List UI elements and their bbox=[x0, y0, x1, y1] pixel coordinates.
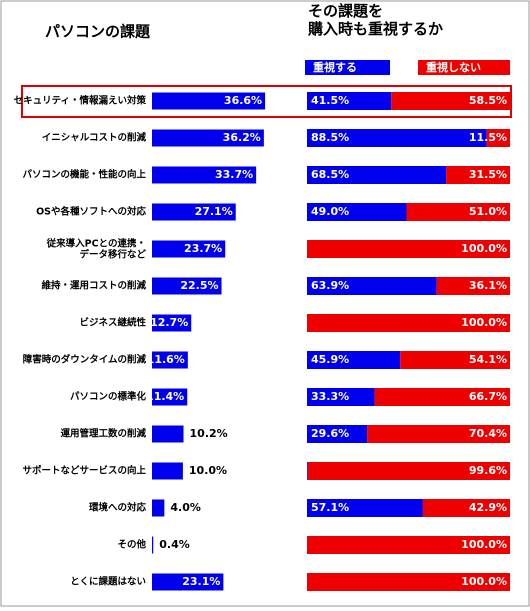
value-label: 36.6% bbox=[224, 94, 262, 107]
value-label: 45.9% bbox=[311, 353, 349, 366]
bar-segment bbox=[307, 499, 423, 517]
bar-segment bbox=[406, 203, 510, 221]
bar-segment bbox=[307, 388, 375, 406]
category-label: パソコンの標準化 bbox=[70, 391, 147, 403]
left-title: パソコンの課題 bbox=[45, 23, 151, 41]
value-label: 100.0% bbox=[461, 538, 507, 551]
bar-segment bbox=[307, 277, 437, 295]
value-label: 100.0% bbox=[461, 575, 507, 588]
category-label: ビジネス継続性 bbox=[79, 317, 146, 329]
value-label: 4.0% bbox=[170, 501, 201, 514]
category-label: 維持・運用コストの削減 bbox=[41, 280, 146, 292]
value-label: 10.2% bbox=[190, 427, 228, 440]
bar bbox=[152, 92, 266, 110]
value-label: 49.0% bbox=[311, 205, 349, 218]
category-label: パソコンの機能・性能の向上 bbox=[22, 169, 146, 181]
value-label: 54.1% bbox=[469, 353, 507, 366]
bar bbox=[152, 388, 188, 406]
highlight-box bbox=[21, 85, 512, 118]
value-label: 23.1% bbox=[182, 575, 220, 588]
value-label: 0.4% bbox=[159, 538, 190, 551]
bar-segment bbox=[391, 92, 510, 110]
value-label: 58.5% bbox=[469, 94, 507, 107]
value-label: 11.5% bbox=[469, 131, 507, 144]
bar-segment bbox=[400, 351, 510, 369]
value-label: 11.4% bbox=[146, 390, 184, 403]
value-label: 22.5% bbox=[180, 279, 218, 292]
value-label: 41.5% bbox=[311, 94, 349, 107]
legend-swatch bbox=[305, 60, 390, 75]
category-label: 環境への対応 bbox=[89, 502, 147, 514]
bar-segment bbox=[307, 462, 308, 480]
bar-segment bbox=[307, 536, 510, 554]
bar-segment bbox=[446, 166, 510, 184]
value-label: 57.1% bbox=[311, 501, 349, 514]
bar bbox=[152, 499, 165, 517]
bar-segment bbox=[307, 462, 510, 480]
bar bbox=[152, 166, 257, 184]
value-label: 27.1% bbox=[195, 205, 233, 218]
bar-segment bbox=[307, 573, 510, 591]
bar bbox=[152, 536, 154, 554]
category-label: とくに課題はない bbox=[70, 576, 146, 588]
value-label: 88.5% bbox=[311, 131, 349, 144]
value-label: 12.7% bbox=[150, 316, 188, 329]
bar bbox=[152, 573, 224, 591]
value-label: 33.7% bbox=[215, 168, 253, 181]
legend-label: 重視しない bbox=[426, 60, 481, 74]
bar bbox=[152, 203, 236, 221]
bar-segment bbox=[307, 129, 487, 147]
bar-segment bbox=[307, 166, 447, 184]
value-label: 31.5% bbox=[469, 168, 507, 181]
right-title: その課題を購入時も重視するか bbox=[307, 2, 443, 38]
value-label: 42.9% bbox=[469, 501, 507, 514]
category-label: 従来導入PCとの連携・データ移行など bbox=[46, 237, 147, 260]
category-label: サポートなどサービスの向上 bbox=[22, 465, 146, 477]
bar bbox=[152, 462, 183, 480]
value-label: 33.3% bbox=[311, 390, 349, 403]
value-label: 66.7% bbox=[469, 390, 507, 403]
bar-segment bbox=[307, 240, 510, 258]
bar-segment bbox=[307, 425, 368, 443]
bar-segment bbox=[436, 277, 510, 295]
legend-label: 重視する bbox=[313, 60, 357, 74]
value-label: 10.0% bbox=[189, 464, 227, 477]
value-label: 29.6% bbox=[311, 427, 349, 440]
category-label: その他 bbox=[117, 539, 146, 551]
bar bbox=[152, 314, 192, 332]
bar-segment bbox=[307, 314, 510, 332]
value-label: 99.6% bbox=[469, 464, 507, 477]
value-label: 36.2% bbox=[223, 131, 261, 144]
bar bbox=[152, 129, 264, 147]
category-label: 運用管理工数の削減 bbox=[60, 428, 146, 440]
bar-segment bbox=[422, 499, 510, 517]
value-label: 36.1% bbox=[469, 279, 507, 292]
bar bbox=[152, 425, 184, 443]
category-label: セキュリティ・情報漏えい対策 bbox=[14, 95, 147, 107]
value-label: 23.7% bbox=[184, 242, 222, 255]
bar bbox=[152, 351, 188, 369]
category-label: 障害時のダウンタイムの削減 bbox=[23, 354, 147, 366]
bar bbox=[152, 277, 222, 295]
bar-segment bbox=[367, 425, 510, 443]
value-label: 11.6% bbox=[147, 353, 185, 366]
bar bbox=[152, 240, 226, 258]
bar-segment bbox=[374, 388, 510, 406]
value-label: 100.0% bbox=[461, 242, 507, 255]
value-label: 70.4% bbox=[469, 427, 507, 440]
bar-segment bbox=[307, 203, 407, 221]
legend-swatch bbox=[418, 60, 510, 75]
category-label: OSや各種ソフトへの対応 bbox=[36, 206, 146, 218]
bar-segment bbox=[307, 92, 392, 110]
value-label: 68.5% bbox=[311, 168, 349, 181]
category-label: イニシャルコストの削減 bbox=[42, 132, 147, 144]
value-label: 63.9% bbox=[311, 279, 349, 292]
bar-segment bbox=[486, 129, 510, 147]
value-label: 100.0% bbox=[461, 316, 507, 329]
value-label: 51.0% bbox=[469, 205, 507, 218]
bar-segment bbox=[307, 351, 401, 369]
